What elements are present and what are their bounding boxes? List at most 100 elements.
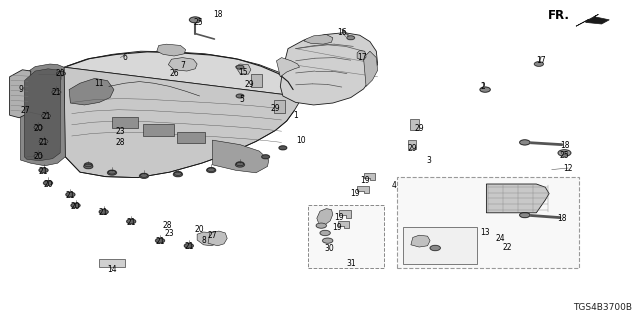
- Text: 5: 5: [239, 95, 244, 104]
- Circle shape: [189, 17, 201, 23]
- Circle shape: [140, 173, 148, 177]
- Text: 19: 19: [334, 213, 344, 222]
- Polygon shape: [304, 35, 333, 44]
- Circle shape: [558, 150, 571, 156]
- Polygon shape: [20, 64, 65, 166]
- Text: 7: 7: [180, 61, 185, 70]
- Text: 29: 29: [408, 144, 418, 153]
- Circle shape: [84, 164, 93, 169]
- Bar: [112, 117, 138, 128]
- Text: 19: 19: [332, 223, 342, 232]
- Polygon shape: [24, 69, 61, 161]
- Text: 20: 20: [56, 69, 66, 78]
- Polygon shape: [197, 232, 219, 246]
- Circle shape: [236, 65, 244, 69]
- Circle shape: [207, 168, 215, 172]
- Text: 17: 17: [536, 56, 546, 65]
- Polygon shape: [251, 74, 262, 87]
- Circle shape: [108, 170, 116, 174]
- Circle shape: [42, 114, 51, 118]
- Text: 8: 8: [201, 236, 206, 245]
- Polygon shape: [236, 64, 251, 74]
- Polygon shape: [357, 186, 369, 193]
- Text: 23: 23: [164, 229, 175, 238]
- Text: 21: 21: [184, 242, 193, 251]
- Circle shape: [34, 125, 43, 130]
- Text: 21: 21: [52, 88, 61, 97]
- Circle shape: [99, 210, 108, 214]
- Polygon shape: [339, 210, 351, 218]
- Polygon shape: [576, 14, 609, 26]
- Polygon shape: [69, 78, 114, 105]
- Circle shape: [173, 172, 182, 177]
- Polygon shape: [408, 140, 416, 149]
- Text: 21: 21: [99, 208, 108, 217]
- Circle shape: [71, 203, 80, 208]
- Text: TGS4B3700B: TGS4B3700B: [573, 303, 632, 312]
- Text: 14: 14: [107, 265, 117, 274]
- Text: 20: 20: [195, 225, 205, 234]
- Text: 18: 18: [213, 10, 222, 19]
- Text: 20: 20: [33, 124, 44, 132]
- Circle shape: [520, 140, 530, 145]
- Text: 29: 29: [414, 124, 424, 132]
- Circle shape: [39, 168, 48, 172]
- Polygon shape: [208, 231, 227, 246]
- Text: 22: 22: [502, 244, 511, 252]
- Text: 28: 28: [163, 221, 172, 230]
- Polygon shape: [364, 51, 378, 86]
- Circle shape: [184, 244, 193, 248]
- Circle shape: [207, 168, 216, 172]
- Circle shape: [347, 36, 355, 40]
- Bar: [403, 227, 477, 264]
- Text: 15: 15: [238, 68, 248, 76]
- Polygon shape: [276, 58, 300, 77]
- Circle shape: [174, 172, 182, 175]
- Text: 21: 21: [39, 138, 48, 147]
- Text: 2: 2: [481, 82, 486, 91]
- Circle shape: [127, 219, 136, 224]
- Text: 25: 25: [559, 151, 570, 160]
- Text: 23: 23: [115, 127, 125, 136]
- Circle shape: [279, 146, 287, 150]
- Text: 30: 30: [324, 244, 335, 253]
- Text: 31: 31: [346, 260, 356, 268]
- Bar: [143, 124, 174, 136]
- Text: 1: 1: [293, 111, 298, 120]
- Circle shape: [44, 181, 52, 185]
- Polygon shape: [357, 51, 366, 60]
- Circle shape: [156, 238, 164, 243]
- Circle shape: [34, 154, 43, 158]
- Text: 12: 12: [564, 164, 573, 172]
- Text: 18: 18: [557, 214, 566, 223]
- Text: 21: 21: [42, 112, 51, 121]
- Text: 26: 26: [169, 69, 179, 78]
- Circle shape: [66, 192, 75, 197]
- Text: 20: 20: [33, 152, 44, 161]
- Text: 20: 20: [43, 180, 53, 188]
- Text: 16: 16: [337, 28, 348, 36]
- Polygon shape: [338, 221, 349, 228]
- Text: 17: 17: [356, 53, 367, 62]
- Polygon shape: [157, 44, 186, 56]
- Circle shape: [236, 163, 244, 167]
- Polygon shape: [317, 209, 333, 225]
- Text: 4: 4: [391, 181, 396, 190]
- Text: 29: 29: [270, 104, 280, 113]
- Polygon shape: [168, 58, 197, 71]
- Circle shape: [236, 162, 244, 166]
- Circle shape: [323, 238, 333, 243]
- Text: 10: 10: [296, 136, 306, 145]
- Text: 20: 20: [70, 202, 81, 211]
- Text: FR.: FR.: [548, 9, 570, 22]
- Bar: [308, 205, 384, 268]
- Text: 21: 21: [127, 218, 136, 227]
- Circle shape: [534, 62, 543, 66]
- Polygon shape: [64, 67, 300, 178]
- Circle shape: [316, 223, 326, 228]
- Polygon shape: [10, 70, 31, 118]
- Polygon shape: [212, 140, 269, 173]
- Text: 25: 25: [193, 18, 204, 27]
- Polygon shape: [274, 100, 285, 113]
- Circle shape: [56, 71, 65, 76]
